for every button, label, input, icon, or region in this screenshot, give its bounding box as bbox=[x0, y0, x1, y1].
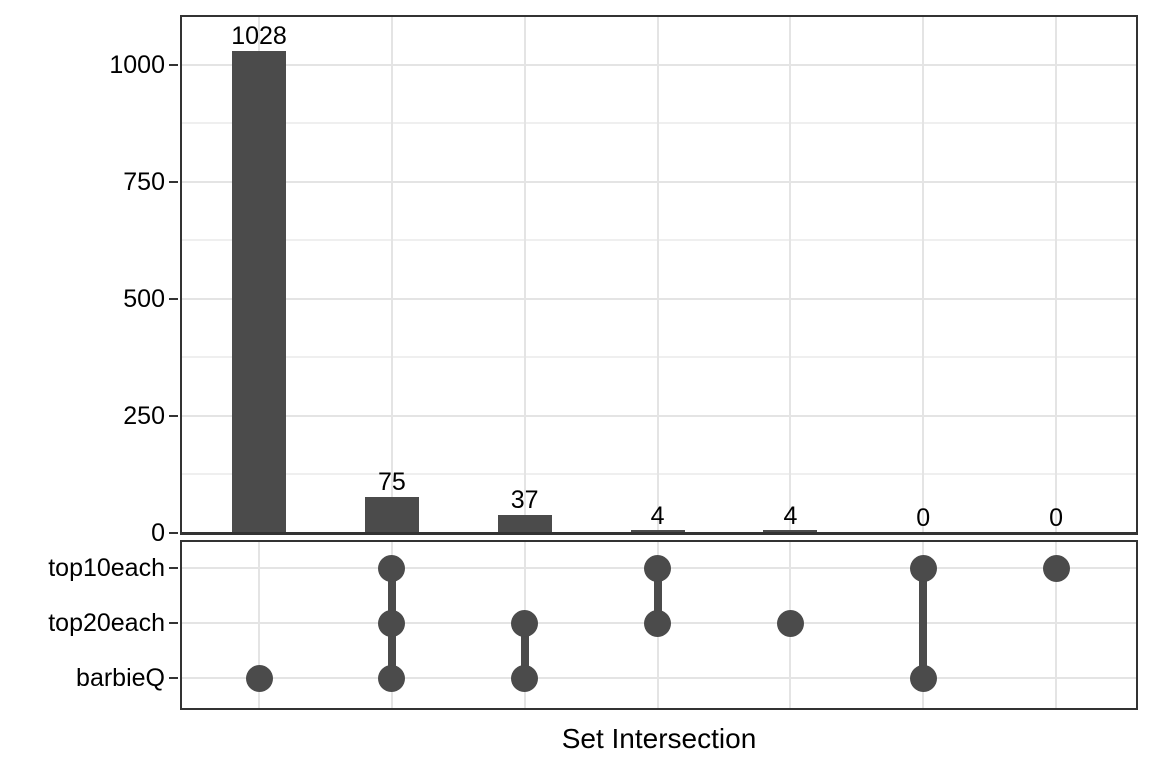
y-tick-mark bbox=[169, 531, 178, 534]
bar bbox=[364, 496, 419, 532]
gridline-major-v bbox=[390, 17, 393, 532]
bar-value-label: 0 bbox=[916, 503, 931, 532]
matrix-dot bbox=[644, 609, 672, 637]
matrix-dot bbox=[776, 609, 804, 637]
matrix-panel-area bbox=[182, 542, 1136, 708]
set-tick-mark bbox=[169, 567, 178, 569]
bar-value-label: 1028 bbox=[231, 22, 287, 51]
bar bbox=[630, 530, 685, 532]
bar bbox=[763, 530, 818, 532]
bar-value-label: 4 bbox=[783, 501, 798, 530]
matrix-connector bbox=[520, 623, 529, 678]
matrix-dot bbox=[909, 554, 937, 582]
bar-value-label: 0 bbox=[1049, 503, 1064, 532]
matrix-dot bbox=[511, 609, 539, 637]
gridline-minor-h bbox=[182, 473, 1136, 475]
gridline-major-h bbox=[182, 63, 1136, 66]
bar bbox=[497, 514, 552, 532]
x-axis-title: Set Intersection bbox=[561, 723, 757, 754]
gridline-major-h bbox=[182, 180, 1136, 183]
matrix-dot bbox=[378, 664, 406, 692]
matrix-gridline-h bbox=[182, 677, 1136, 679]
gridline-major-v bbox=[656, 17, 659, 532]
set-label-barbieq: barbieQ bbox=[76, 664, 165, 692]
bar bbox=[232, 50, 286, 532]
set-label-top20each: top20each bbox=[48, 609, 165, 637]
matrix-connector bbox=[653, 568, 662, 623]
y-tick-label: 750 bbox=[123, 167, 165, 196]
matrix-dot bbox=[511, 664, 539, 692]
gridline-minor-h bbox=[182, 122, 1136, 124]
gridline-major-h bbox=[182, 297, 1136, 300]
matrix-gridline-v bbox=[258, 542, 260, 708]
matrix-dot bbox=[245, 664, 273, 692]
y-tick-label: 250 bbox=[123, 401, 165, 430]
y-tick-label: 500 bbox=[123, 284, 165, 313]
gridline-major-v bbox=[922, 17, 925, 532]
y-tick-label: 1000 bbox=[109, 50, 165, 79]
gridline-major-v bbox=[1055, 17, 1058, 532]
matrix-panel bbox=[180, 540, 1138, 710]
matrix-dot bbox=[1042, 554, 1070, 582]
bar-value-label: 4 bbox=[650, 501, 665, 530]
gridline-major-v bbox=[789, 17, 792, 532]
matrix-dot bbox=[378, 609, 406, 637]
gridline-major-h bbox=[182, 414, 1136, 417]
y-tick-mark bbox=[169, 297, 178, 300]
y-tick-mark bbox=[169, 414, 178, 417]
gridline-minor-h bbox=[182, 356, 1136, 358]
bar-value-label: 75 bbox=[377, 468, 406, 497]
bar-panel-area bbox=[182, 17, 1136, 532]
bar-panel bbox=[180, 15, 1138, 535]
matrix-dot bbox=[644, 554, 672, 582]
gridline-major-v bbox=[523, 17, 526, 532]
matrix-dot bbox=[378, 554, 406, 582]
matrix-gridline-v bbox=[1055, 542, 1058, 708]
matrix-dot bbox=[909, 664, 937, 692]
gridline-minor-h bbox=[182, 239, 1136, 241]
y-tick-mark bbox=[169, 180, 178, 183]
set-label-top10each: top10each bbox=[48, 554, 165, 582]
set-tick-mark bbox=[169, 622, 178, 624]
matrix-connector bbox=[919, 568, 928, 678]
y-tick-label: 0 bbox=[151, 518, 165, 547]
y-tick-mark bbox=[169, 63, 178, 66]
bar-value-label: 37 bbox=[510, 486, 539, 515]
set-tick-mark bbox=[169, 677, 178, 679]
